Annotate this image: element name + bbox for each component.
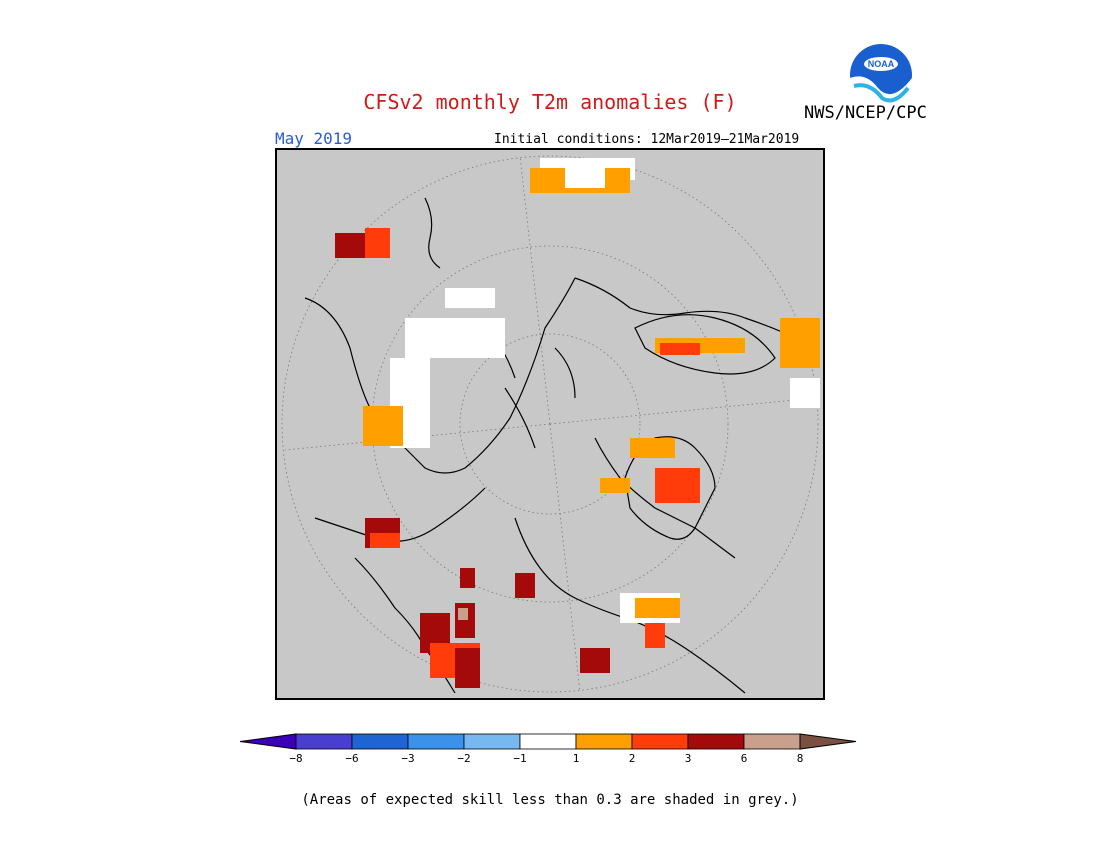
- legend-tick-label: −6: [345, 752, 358, 765]
- anomaly-patches: [335, 158, 820, 688]
- legend-swatch: [463, 733, 521, 750]
- legend-tick-label: −3: [401, 752, 414, 765]
- skill-footnote: (Areas of expected skill less than 0.3 a…: [301, 792, 799, 808]
- initial-conditions: Initial conditions: 12Mar2019–21Mar2019: [494, 132, 800, 147]
- legend-swatch: [519, 733, 577, 750]
- legend-swatch: [295, 733, 353, 750]
- legend-tick-label: 6: [741, 752, 748, 765]
- legend-swatch: [743, 733, 801, 750]
- anomaly-map: [275, 148, 825, 704]
- legend-tick-label: 1: [573, 752, 580, 765]
- legend-tick-label: 3: [685, 752, 692, 765]
- coastlines: [304, 197, 796, 694]
- noaa-logo: NOAA: [848, 42, 914, 112]
- legend-swatch: [687, 733, 745, 750]
- agency-label: NWS/NCEP/CPC: [804, 103, 927, 123]
- legend-arrow-high: [799, 733, 857, 750]
- legend-swatch: [407, 733, 465, 750]
- legend-tick-label: 2: [629, 752, 636, 765]
- legend-swatch: [351, 733, 409, 750]
- svg-text:NOAA: NOAA: [868, 59, 895, 69]
- legend-arrow-low: [239, 733, 297, 750]
- legend-swatch: [631, 733, 689, 750]
- forecast-month: May 2019: [275, 129, 353, 148]
- legend-tick-label: 8: [797, 752, 804, 765]
- legend-tick-label: −8: [289, 752, 302, 765]
- legend-swatch: [575, 733, 633, 750]
- legend-tick-label: −1: [513, 752, 526, 765]
- legend-tick-label: −2: [457, 752, 470, 765]
- color-legend: −8 −6 −3 −2 −1 1 2 3 6 8: [239, 732, 862, 776]
- map-title: CFSv2 monthly T2m anomalies (F): [363, 90, 737, 114]
